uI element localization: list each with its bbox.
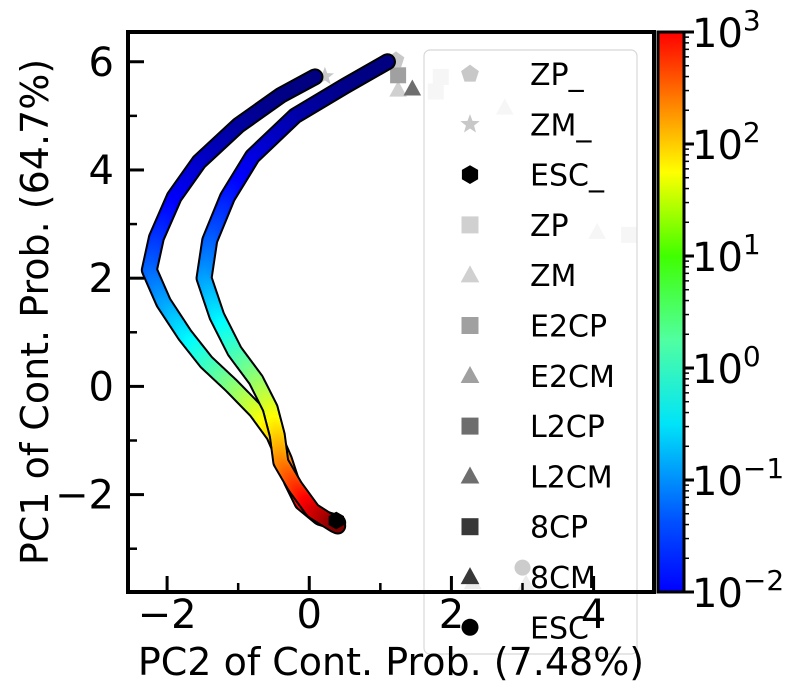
- square-icon: [461, 216, 479, 234]
- legend-item-zm-underscore: ZM_: [460, 108, 592, 143]
- trajectory-1: [140, 68, 347, 532]
- legend-label: ESC_: [530, 159, 605, 194]
- plot-area: [140, 51, 638, 591]
- legend-label: E2CP: [530, 310, 607, 345]
- legend-label: L2CP: [530, 410, 605, 445]
- colorbar-gradient: [656, 30, 686, 594]
- colorbar-tick-label: 101: [692, 228, 761, 281]
- trajectory-2: [195, 53, 396, 535]
- square-icon: [461, 518, 479, 536]
- legend-label: ZM_: [530, 108, 592, 143]
- plot-frame: [126, 30, 656, 594]
- legend-frame: [423, 49, 638, 655]
- trajectory-outline: [140, 68, 347, 532]
- colorbar: 10−2 10−1 100 101 102 103: [656, 4, 784, 617]
- square-icon: [461, 317, 479, 334]
- y-axis-label: PC1 of Cont. Prob. (64.7%): [13, 59, 57, 565]
- y-tick-label: 0: [89, 364, 114, 410]
- legend-label: 8CP: [530, 511, 588, 546]
- legend-item-zp-underscore: ZP_: [461, 58, 585, 93]
- legend-item-e2cm: E2CM: [460, 360, 615, 395]
- legend-item-zp: ZP: [461, 209, 569, 244]
- legend-item-esc: ESC: [461, 611, 589, 646]
- triangle-icon: [460, 466, 480, 484]
- marker-zm: [389, 80, 407, 97]
- triangle-icon: [460, 365, 480, 383]
- colorbar-tick-label: 102: [692, 116, 761, 169]
- hexagon-icon: [461, 165, 479, 184]
- y-tick-label: −2: [55, 473, 114, 519]
- marker-zm-underscore: [315, 66, 335, 85]
- legend-item-l2cp: L2CP: [461, 410, 605, 445]
- marker-esc-underscore: [328, 511, 344, 530]
- square-icon: [461, 417, 479, 435]
- legend-item-esc-underscore: ESC_: [461, 159, 605, 194]
- legend-item-l2cm: L2CM: [460, 460, 613, 495]
- y-tick-label: 4: [89, 148, 114, 194]
- colorbar-tick-label: 100: [692, 340, 761, 393]
- y-tick-label: 2: [89, 256, 114, 302]
- star-icon: [460, 114, 480, 133]
- x-tick-label: 2: [439, 592, 464, 638]
- marker-l2cm: [403, 79, 422, 96]
- x-tick-label: 4: [581, 592, 606, 638]
- circle-icon: [461, 618, 479, 636]
- colorbar-tick-label: 103: [692, 4, 761, 57]
- x-tick-label: 0: [297, 592, 322, 638]
- legend-item-8cp: 8CP: [461, 511, 588, 546]
- legend-label: L2CM: [530, 460, 613, 495]
- triangle-icon: [460, 567, 480, 585]
- axis-labels: PC2 of Cont. Prob. (7.48%) PC1 of Cont. …: [13, 59, 644, 684]
- axes: −2 0 2 4 −2 0 2 4 6: [55, 30, 656, 638]
- legend-label: E2CM: [530, 360, 615, 395]
- marker-e2cp: [390, 67, 407, 84]
- colorbar-tick-label: 10−2: [692, 564, 784, 617]
- legend-label: ESC: [530, 611, 589, 646]
- x-tick-label: −2: [138, 592, 197, 638]
- legend-item-e2cp: E2CP: [461, 310, 607, 345]
- legend-label: ZM: [530, 259, 576, 294]
- triangle-icon: [460, 265, 480, 283]
- legend-label: ZP: [530, 209, 569, 244]
- colorbar-tick-label: 10−1: [692, 452, 784, 505]
- legend-label: ZP_: [530, 58, 585, 93]
- legend-item-zm: ZM: [460, 259, 576, 294]
- x-axis-label: PC2 of Cont. Prob. (7.48%): [138, 640, 644, 684]
- y-tick-label: 6: [89, 40, 114, 86]
- pentagon-icon: [461, 64, 479, 82]
